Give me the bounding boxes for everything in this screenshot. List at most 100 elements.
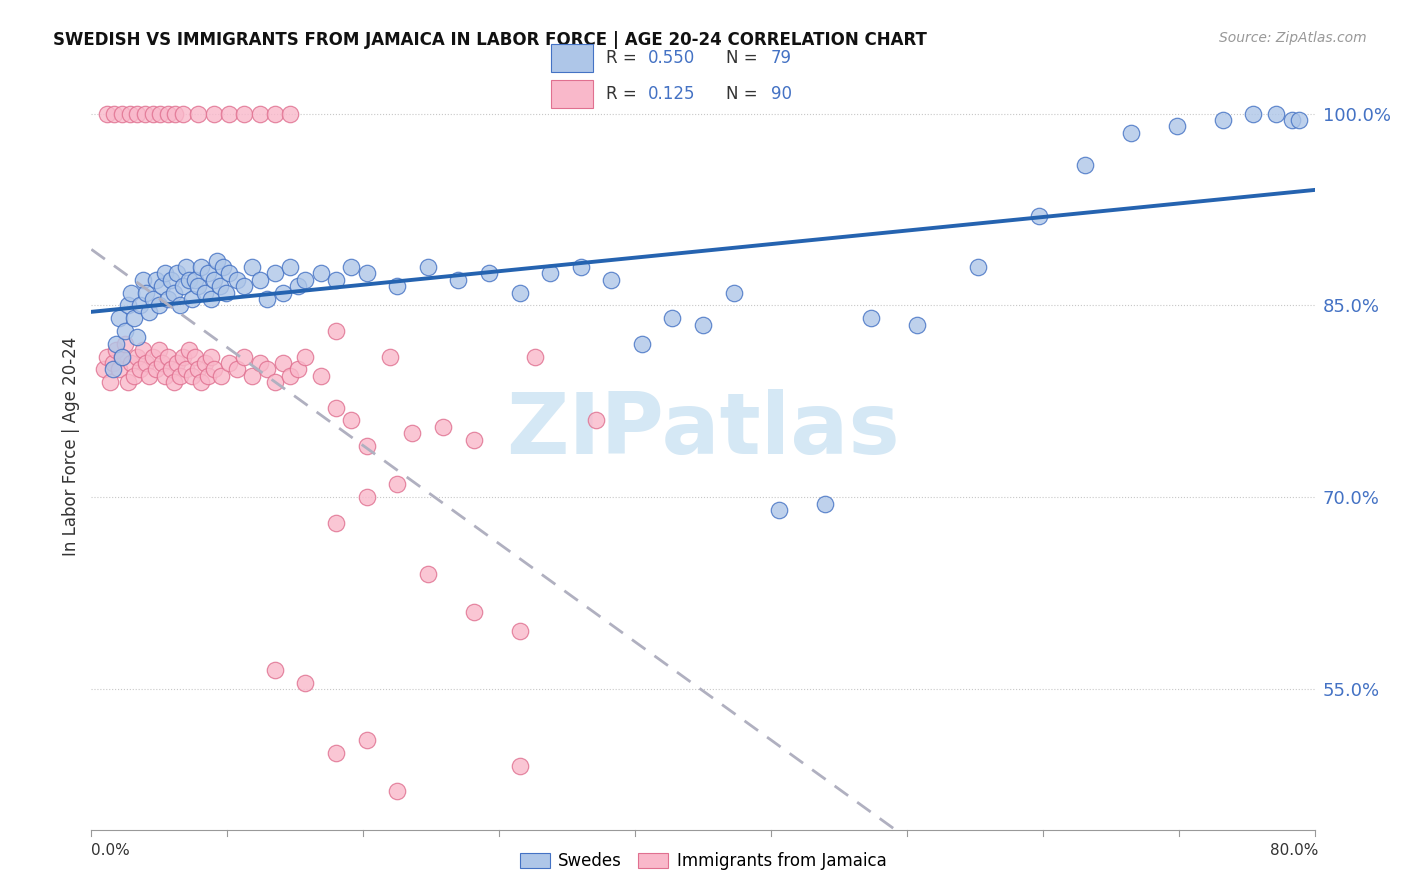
Point	[156, 350, 179, 364]
Point	[225, 362, 247, 376]
Point	[264, 375, 287, 389]
Point	[117, 375, 139, 389]
Point	[309, 368, 332, 383]
Text: 80.0%: 80.0%	[1271, 843, 1319, 858]
Point	[432, 419, 454, 434]
Point	[1288, 112, 1310, 127]
Point	[96, 350, 118, 364]
Point	[108, 362, 131, 376]
Point	[509, 624, 531, 639]
Point	[1166, 120, 1188, 134]
Point	[181, 292, 204, 306]
Point	[294, 273, 316, 287]
Point	[768, 503, 790, 517]
Point	[814, 496, 837, 510]
Point	[600, 273, 623, 287]
Point	[692, 318, 714, 332]
Text: 0.550: 0.550	[648, 49, 696, 67]
Point	[141, 350, 163, 364]
Point	[325, 273, 347, 287]
Point	[240, 260, 263, 274]
Point	[166, 266, 188, 280]
Point	[569, 260, 592, 274]
Point	[187, 362, 209, 376]
Point	[120, 356, 142, 370]
Point	[169, 368, 191, 383]
Point	[1265, 106, 1288, 120]
Point	[215, 285, 238, 300]
Point	[93, 362, 115, 376]
Point	[148, 343, 170, 358]
Text: Source: ZipAtlas.com: Source: ZipAtlas.com	[1219, 31, 1367, 45]
Point	[287, 279, 309, 293]
Text: N =: N =	[725, 49, 762, 67]
Point	[249, 106, 271, 120]
Text: ZIPatlas: ZIPatlas	[506, 389, 900, 472]
Point	[1243, 106, 1265, 120]
Point	[104, 336, 127, 351]
Point	[378, 350, 401, 364]
Legend: Swedes, Immigrants from Jamaica: Swedes, Immigrants from Jamaica	[513, 845, 893, 877]
Point	[271, 285, 294, 300]
Point	[111, 106, 134, 120]
Point	[1074, 158, 1097, 172]
Point	[181, 368, 204, 383]
Point	[160, 362, 183, 376]
Point	[145, 273, 167, 287]
Point	[118, 106, 141, 120]
Point	[538, 266, 561, 280]
Point	[1028, 209, 1050, 223]
Point	[117, 298, 139, 312]
Point	[294, 350, 316, 364]
Point	[264, 266, 287, 280]
Point	[271, 356, 294, 370]
Point	[197, 266, 219, 280]
Point	[233, 350, 256, 364]
Text: 0.125: 0.125	[648, 85, 696, 103]
Point	[723, 285, 745, 300]
Point	[1281, 112, 1303, 127]
Point	[122, 368, 145, 383]
Point	[149, 106, 172, 120]
Point	[249, 273, 271, 287]
Point	[190, 375, 212, 389]
Point	[631, 336, 654, 351]
Point	[218, 266, 240, 280]
Point	[163, 285, 186, 300]
Point	[325, 401, 347, 415]
Point	[96, 106, 118, 120]
Point	[166, 356, 188, 370]
Point	[218, 356, 240, 370]
Point	[135, 285, 157, 300]
Text: 90: 90	[770, 85, 792, 103]
Point	[202, 273, 225, 287]
Point	[114, 336, 136, 351]
Point	[127, 106, 149, 120]
Point	[202, 106, 225, 120]
Point	[98, 375, 121, 389]
Point	[138, 305, 160, 319]
Point	[179, 343, 201, 358]
Point	[150, 279, 173, 293]
Point	[356, 439, 378, 453]
Point	[356, 733, 378, 747]
Point	[153, 368, 176, 383]
Point	[416, 566, 439, 581]
Point	[385, 477, 409, 491]
Point	[134, 106, 156, 120]
Point	[197, 368, 219, 383]
Point	[264, 663, 287, 677]
Point	[111, 350, 134, 364]
Point	[1121, 126, 1143, 140]
Point	[202, 362, 225, 376]
Point	[114, 324, 136, 338]
Point	[122, 311, 145, 326]
Text: R =: R =	[606, 49, 643, 67]
Point	[212, 260, 235, 274]
Point	[478, 266, 501, 280]
Point	[225, 273, 247, 287]
Bar	[551, 44, 593, 72]
Point	[165, 106, 187, 120]
Point	[135, 356, 157, 370]
Point	[463, 605, 485, 619]
